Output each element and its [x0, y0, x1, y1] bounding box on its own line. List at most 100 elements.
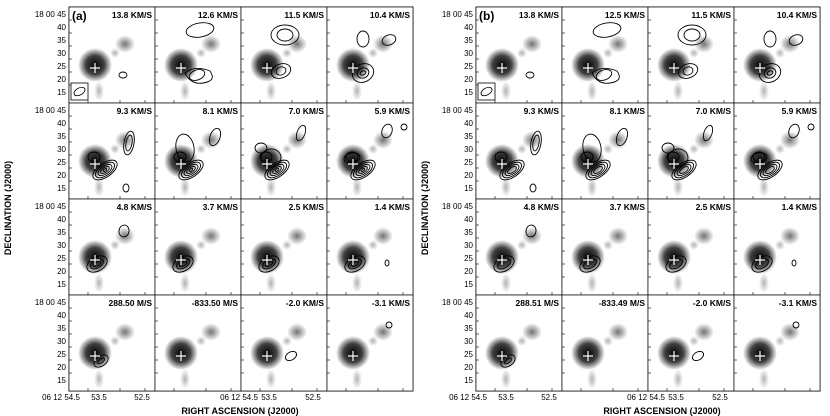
channel-map-panel-a: 13.8 KM/S 12.6 KM/S 11.5 KM/S 10.4 KM/S 18 0… [35, 6, 414, 402]
continuum-faint [196, 144, 206, 154]
continuum-secondary [373, 227, 393, 245]
continuum-secondary [287, 35, 307, 53]
continuum-secondary [522, 227, 542, 245]
dec-tick-label: 40 [464, 23, 473, 32]
contour-line [350, 260, 360, 268]
dec-tick-label: 30 [57, 337, 66, 346]
contour-line [125, 134, 133, 152]
channel-map-panel-b: 13.8 KM/S 12.5 KM/S 11.5 KM/S 10.4 KM/S 18 0… [442, 6, 821, 402]
dec-tick-label: 30 [57, 241, 66, 250]
channel-cell: 288.51 M/S [475, 294, 563, 392]
dec-tick-label: 35 [464, 324, 473, 333]
continuum-secondary [608, 227, 628, 245]
dec-tick-label: 35 [464, 228, 473, 237]
continuum-tail [587, 273, 597, 293]
contour-line [525, 224, 537, 238]
continuum-tail [180, 81, 190, 101]
contour-line [702, 124, 714, 142]
dec-tick-label: 40 [57, 311, 66, 320]
y-axis-title-left: DECLINATION (J2000) [3, 161, 13, 255]
dec-tick-label: 15 [57, 280, 66, 289]
contour-line [260, 148, 282, 168]
contour-line [530, 130, 542, 156]
velocity-label: 288.51 M/S [516, 298, 560, 308]
contour-line [185, 22, 215, 38]
continuum-faint [689, 48, 699, 58]
dec-tick-label: 35 [464, 132, 473, 141]
dec-tick-label: 18 00 45 [442, 106, 474, 115]
channel-cell: 288.50 M/S [68, 294, 156, 392]
velocity-label: 2.5 KM/S [696, 202, 732, 212]
velocity-label: 3.7 KM/S [610, 202, 646, 212]
dec-tick-label: 20 [464, 75, 473, 84]
contour-line [788, 34, 804, 46]
continuum-tail [673, 177, 683, 197]
channel-cell: 9.3 KM/S [68, 102, 156, 200]
contour-line [275, 66, 287, 76]
continuum-faint [110, 144, 120, 154]
dec-tick-label: 40 [464, 215, 473, 224]
dec-tick-label: 40 [57, 119, 66, 128]
continuum-tail [501, 273, 511, 293]
continuum-secondary [608, 35, 628, 53]
dec-tick-label: 15 [57, 376, 66, 385]
dec-tick-label: 20 [464, 267, 473, 276]
continuum-faint [110, 48, 120, 58]
contour-line [588, 161, 608, 179]
velocity-label: -3.1 KM/S [372, 298, 411, 308]
contour-line [186, 166, 196, 174]
continuum-faint [282, 240, 292, 250]
dec-tick-label: 25 [57, 158, 66, 167]
ra-tick-label: 52.5 [305, 393, 321, 402]
velocity-label: 12.5 KM/S [605, 10, 645, 20]
continuum-secondary [694, 323, 714, 341]
channel-cell: 12.5 KM/S [561, 6, 649, 104]
velocity-label: 8.1 KM/S [610, 106, 646, 116]
contour-line [123, 130, 135, 156]
continuum-faint [196, 48, 206, 58]
dec-tick-label: 20 [57, 363, 66, 372]
dec-tick-label: 40 [464, 119, 473, 128]
continuum-secondary [115, 227, 135, 245]
velocity-label: 13.8 KM/S [112, 10, 152, 20]
dec-tick-label: 18 00 45 [35, 10, 67, 19]
channel-cell: 7.0 KM/S [240, 102, 328, 200]
contour-line [499, 159, 525, 181]
dec-tick-label: 40 [57, 215, 66, 224]
channel-cell: 2.5 KM/S [240, 198, 328, 296]
channel-cell: 8.1 KM/S [561, 102, 649, 200]
dec-tick-label: 18 00 45 [442, 298, 474, 307]
contour-line [579, 255, 601, 273]
channel-cell: 5.9 KM/S [733, 102, 821, 200]
velocity-label: 5.9 KM/S [375, 106, 411, 116]
continuum-faint [689, 240, 699, 250]
continuum-secondary [608, 323, 628, 341]
contour-line [791, 259, 797, 267]
beam-box [477, 82, 496, 101]
contour-line [525, 71, 535, 79]
velocity-label: 1.4 KM/S [375, 202, 411, 212]
dec-tick-label: 35 [57, 36, 66, 45]
contour-line [172, 255, 194, 273]
dec-tick-label: 15 [464, 376, 473, 385]
continuum-tail [180, 177, 190, 197]
velocity-label: 288.50 M/S [109, 298, 153, 308]
continuum-secondary [287, 227, 307, 245]
contour-line [763, 67, 777, 79]
continuum-faint [196, 336, 206, 346]
contour-line [665, 255, 687, 273]
ra-tick-label: 52.5 [134, 393, 150, 402]
channel-cell: 3.7 KM/S [561, 198, 649, 296]
contour-line [92, 159, 118, 181]
contour-line [762, 163, 778, 177]
dec-tick-label: 20 [57, 171, 66, 180]
contour-line [529, 183, 537, 193]
contour-line [353, 161, 373, 179]
ra-tick-label: 06 12 54.5 [449, 393, 487, 402]
continuum-secondary [373, 131, 393, 149]
contour-line [183, 163, 199, 177]
dec-tick-label: 25 [57, 254, 66, 263]
dec-tick-label: 35 [57, 228, 66, 237]
velocity-label: 13.8 KM/S [519, 10, 559, 20]
